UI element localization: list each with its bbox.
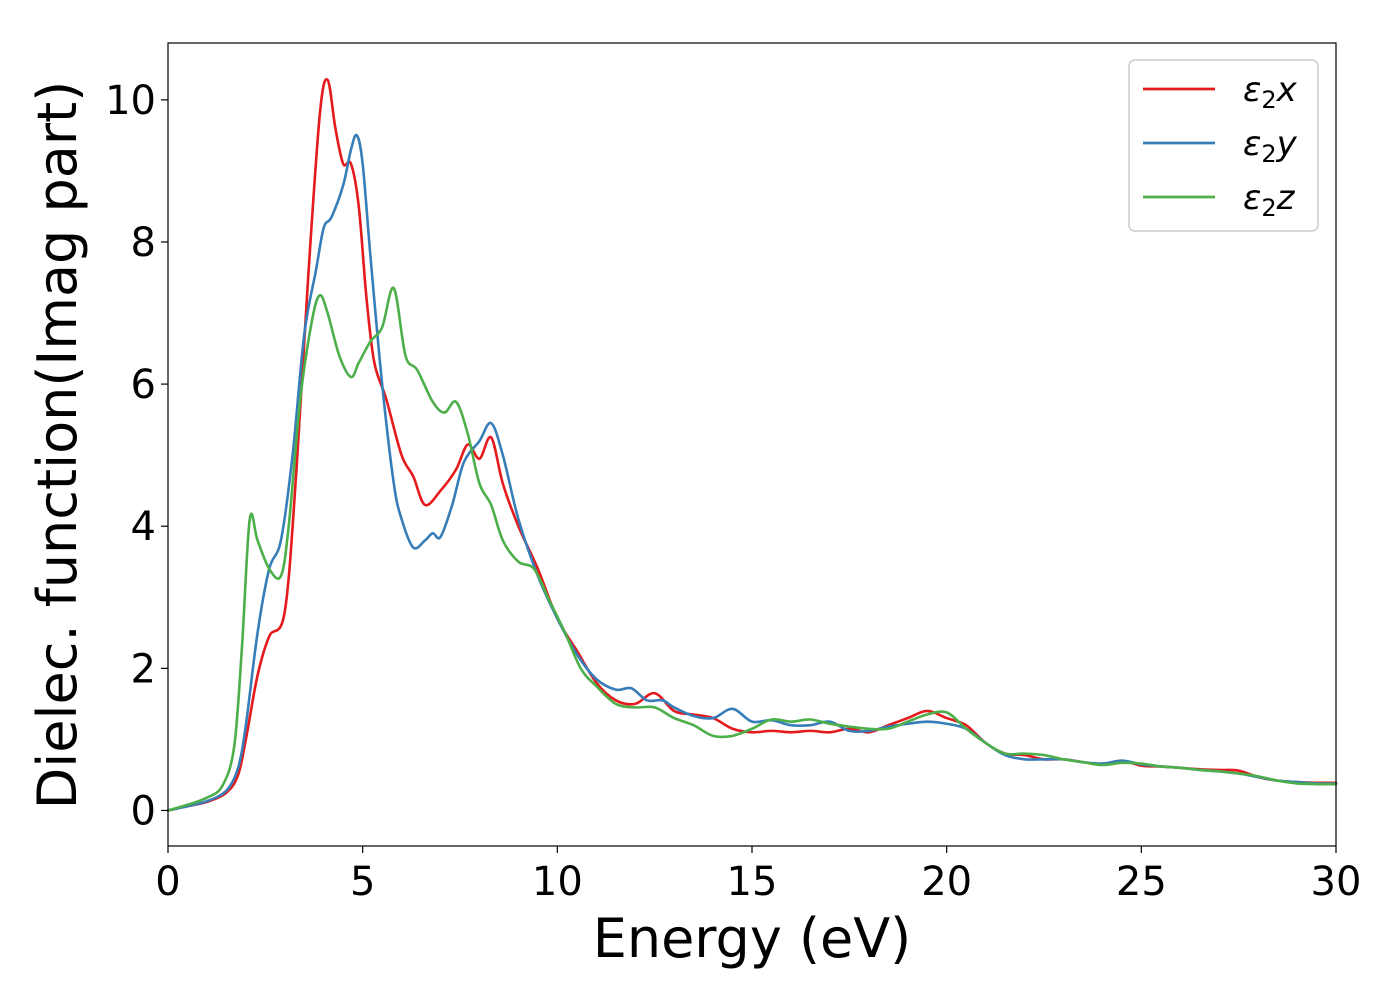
series-layer [166, 78, 1338, 812]
legend-label-sub: 2 [1261, 86, 1276, 114]
x-axis-title: Energy (eV) [593, 907, 912, 970]
legend-label-base: ε [1243, 70, 1261, 110]
x-tick-label: 20 [921, 859, 972, 905]
x-tick-label: 10 [532, 859, 583, 905]
y-axis-title: Dielec. function(Imag part) [26, 81, 89, 810]
x-tick-label: 30 [1311, 859, 1362, 905]
legend-label-sub: 2 [1261, 194, 1276, 222]
x-tick-label: 5 [350, 859, 375, 905]
series-line-z [166, 286, 1338, 812]
y-tick-label: 4 [131, 504, 156, 550]
legend-label-y: ε2y [1243, 124, 1298, 168]
legend-label-z: ε2z [1243, 178, 1296, 222]
legend-label-var: x [1276, 70, 1298, 110]
y-tick-label: 8 [131, 220, 156, 266]
y-tick-label: 2 [131, 646, 156, 692]
x-tick-label: 0 [155, 859, 180, 905]
y-tick-label: 0 [131, 788, 156, 834]
legend-label-x: ε2x [1243, 70, 1298, 114]
legend-label-base: ε [1243, 178, 1261, 218]
x-axis: 0 5 10 15 20 25 30 [155, 846, 1361, 905]
y-axis: 0 2 4 6 8 10 [105, 78, 168, 834]
legend-label-var: z [1276, 178, 1296, 218]
legend-box [1128, 59, 1319, 232]
legend-label-base: ε [1243, 124, 1261, 164]
legend-label-sub: 2 [1261, 140, 1276, 168]
y-tick-label: 10 [105, 78, 156, 124]
y-tick-label: 6 [131, 362, 156, 408]
x-tick-label: 15 [727, 859, 778, 905]
x-tick-label: 25 [1116, 859, 1167, 905]
legend-label-var: y [1276, 124, 1298, 164]
